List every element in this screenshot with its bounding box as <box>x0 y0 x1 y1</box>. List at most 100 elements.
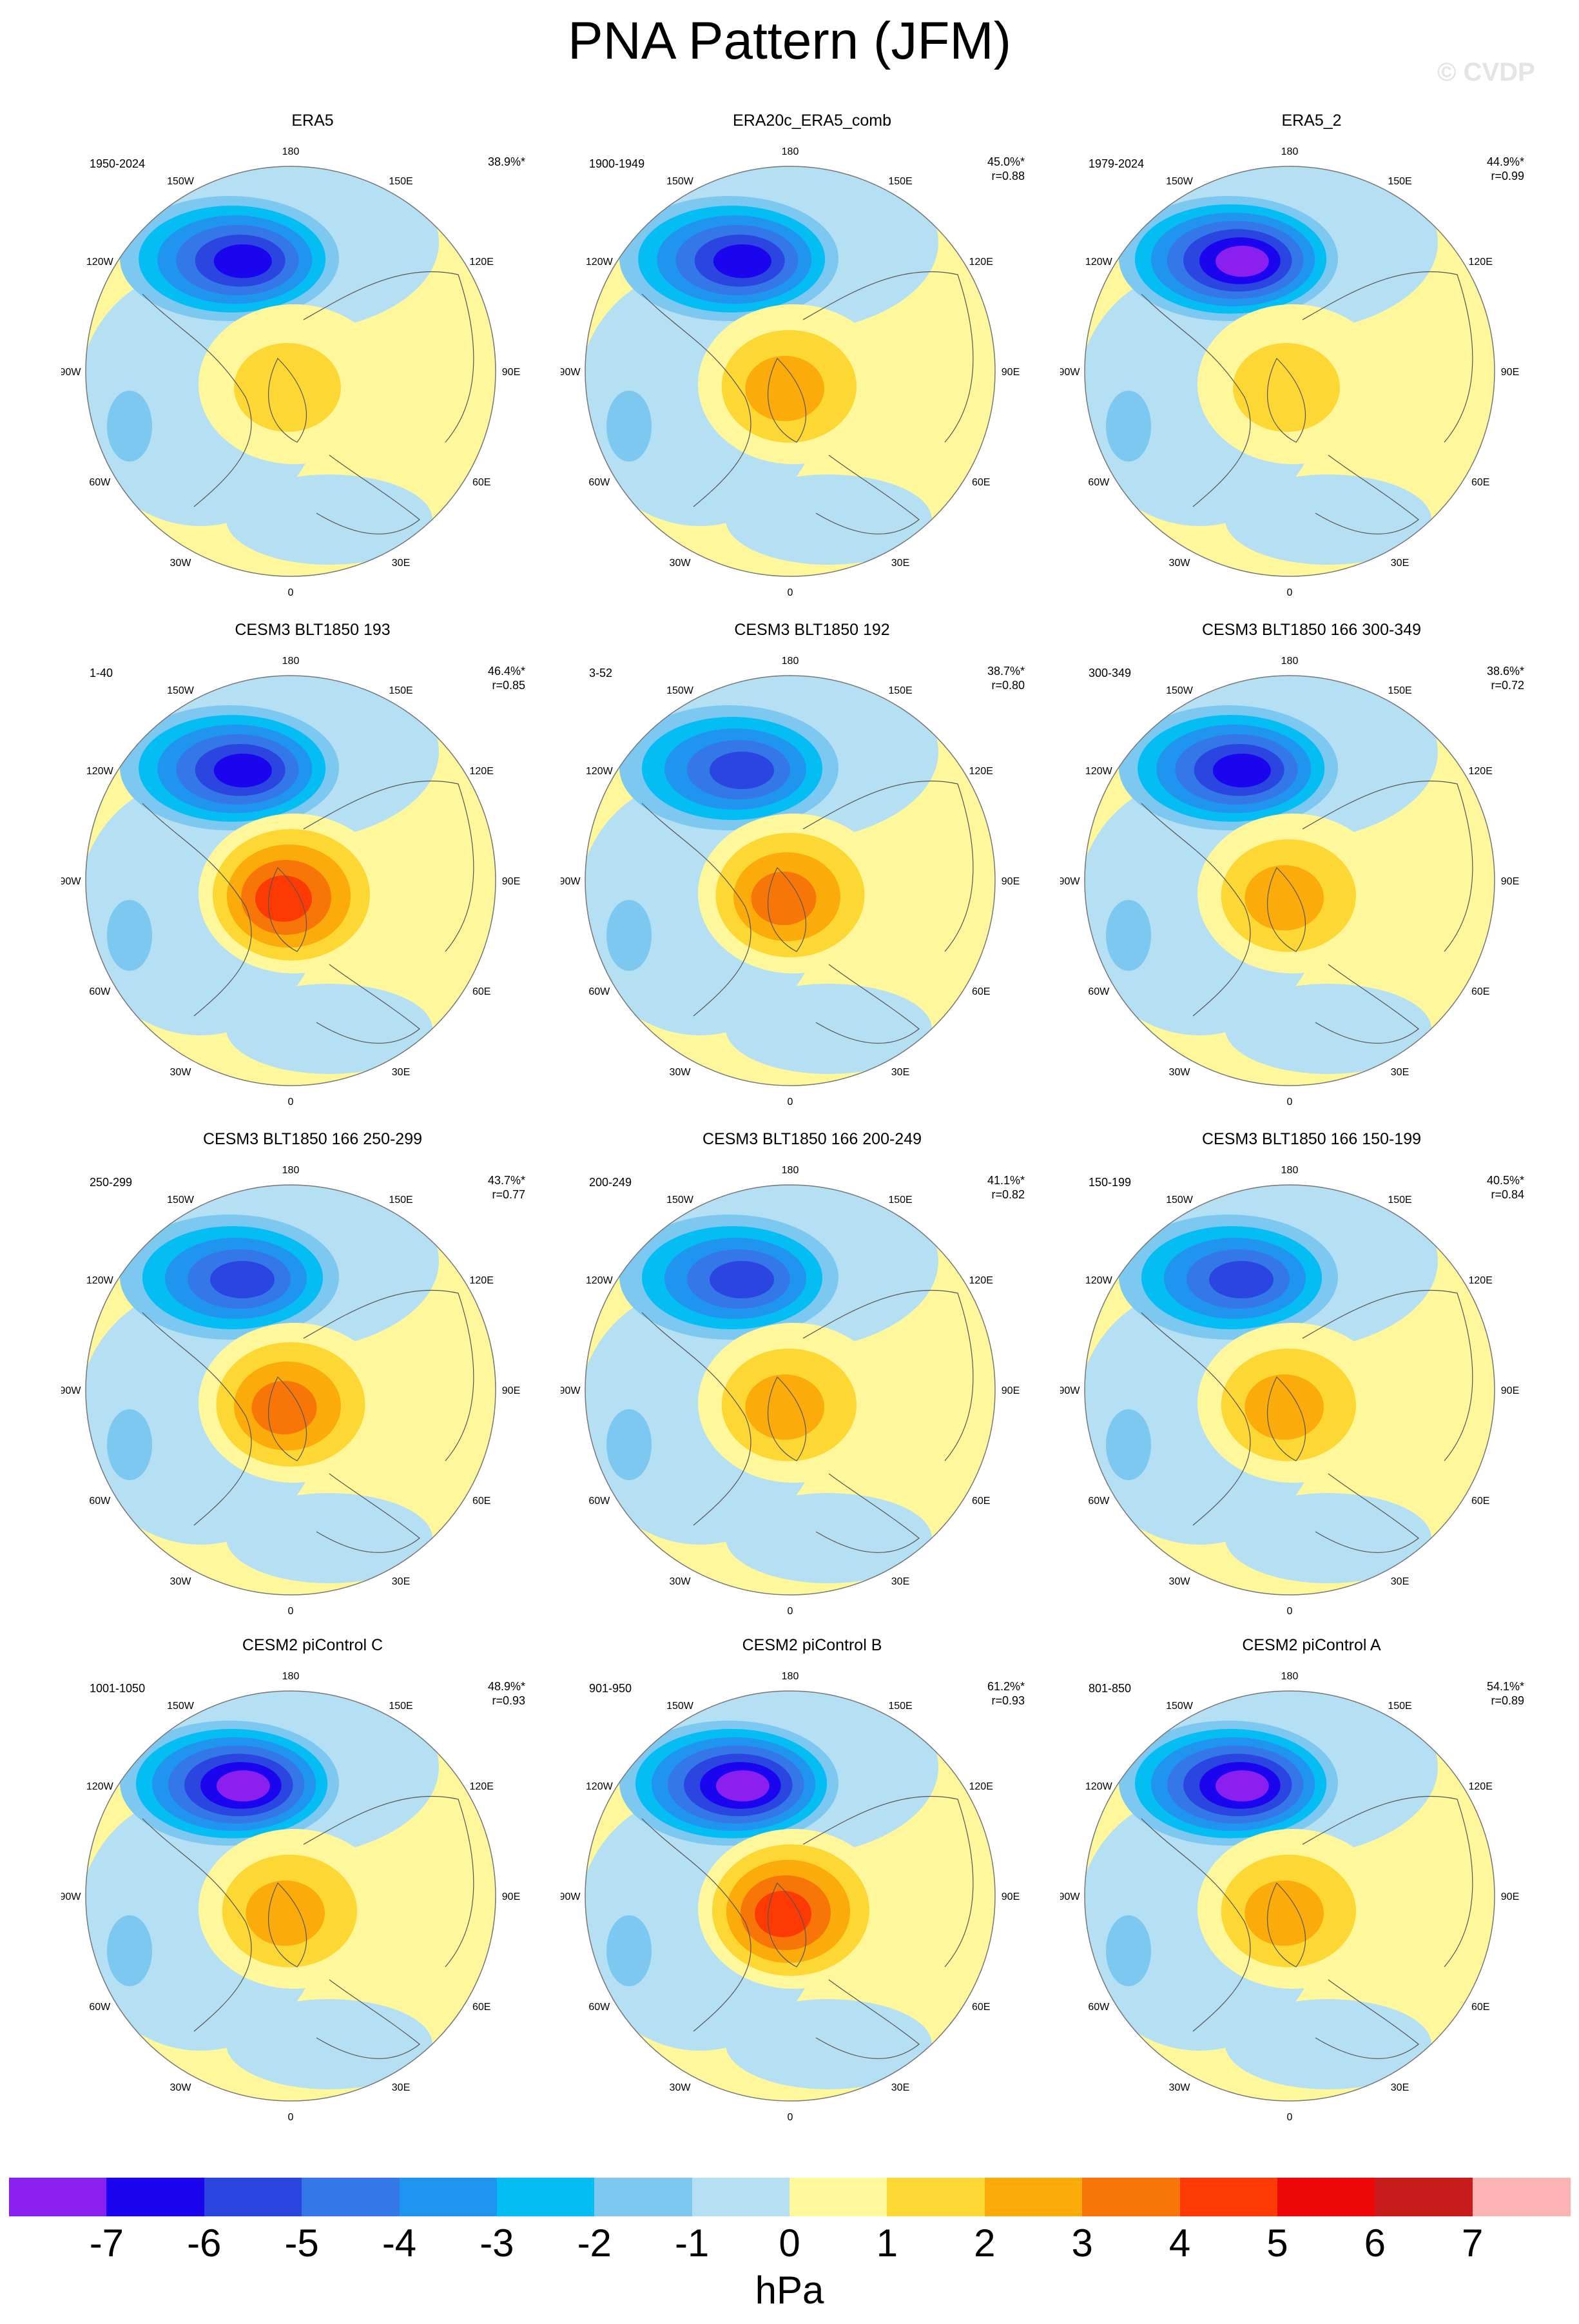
colorbar-swatch <box>887 2178 985 2216</box>
contour-minus1-europe <box>1225 984 1431 1074</box>
longitude-label: 90E <box>1501 876 1519 887</box>
watermark: © CVDP <box>1437 58 1535 86</box>
longitude-label: 180 <box>282 1671 300 1682</box>
longitude-label: 120W <box>586 257 614 268</box>
map-border <box>85 675 496 1086</box>
contour-low-level <box>710 1261 774 1298</box>
longitude-label: 90E <box>1002 367 1020 378</box>
panel-variance-pct: 41.1%* <box>987 1174 1025 1187</box>
polar-map: 180 150E 120E 90E 60E 30E 0 30W 60W 90W 120W 150W <box>61 146 520 598</box>
panel-correlation: r=0.84 <box>1491 1188 1524 1201</box>
panel-correlation: r=0.93 <box>991 1694 1025 1707</box>
longitude-label: 0 <box>788 587 793 598</box>
colorbar-tick-label: 6 <box>1364 2221 1386 2265</box>
panel-stats: 48.9%* r=0.93 <box>488 1679 525 1708</box>
longitude-label: 60E <box>972 986 990 997</box>
longitude-label: 60W <box>89 1496 111 1507</box>
colorbar-swatch <box>1277 2178 1375 2216</box>
longitude-label: 120W <box>1085 1781 1113 1792</box>
longitude-label: 90W <box>61 367 81 378</box>
longitude-label: 180 <box>782 656 799 667</box>
longitude-label: 30E <box>392 1576 410 1587</box>
panel-title: CESM3 BLT1850 193 <box>235 621 391 639</box>
colorbar-swatch <box>1082 2178 1180 2216</box>
map-border <box>1084 675 1495 1086</box>
longitude-label: 180 <box>282 1165 300 1176</box>
map-panel: 180 150E 120E 90E 60E 30E 0 30W 60W 90W 120W 150W CE… <box>1060 620 1563 1129</box>
panel-correlation: r=0.89 <box>1491 1694 1524 1707</box>
contour-high-level <box>1245 1880 1324 1946</box>
contour-low-atlantic <box>107 1409 152 1480</box>
colorbar-tick-label: -6 <box>187 2221 222 2265</box>
colorbar-tick-label: 5 <box>1266 2221 1288 2265</box>
contour-minus1-europe <box>726 1999 932 2089</box>
longitude-label: 120E <box>1469 766 1493 777</box>
longitude-label: 150E <box>888 176 912 187</box>
longitude-label: 0 <box>288 1097 294 1108</box>
colorbar-swatch <box>790 2178 887 2216</box>
map-border <box>85 1690 496 2102</box>
longitude-label: 120E <box>969 1275 993 1286</box>
colorbar <box>9 2178 1571 2216</box>
longitude-label: 150E <box>1388 1701 1411 1712</box>
coastline-europe <box>1315 1473 1419 1553</box>
contour-low-atlantic <box>107 391 152 462</box>
panel-correlation: r=0.72 <box>1491 679 1524 692</box>
coastline-europe <box>815 454 920 534</box>
panel-stats: 45.0%* r=0.88 <box>987 155 1025 183</box>
panel-title: ERA5 <box>291 112 334 130</box>
polar-map: 180 150E 120E 90E 60E 30E 0 30W 60W 90W 120W 150W <box>61 656 520 1108</box>
longitude-label: 90W <box>561 1891 581 1902</box>
colorbar-tick-label: -4 <box>382 2221 417 2265</box>
contour-low-level <box>1212 754 1271 788</box>
coastline-europe <box>815 964 920 1044</box>
longitude-label: 60W <box>588 477 610 488</box>
colorbar-swatch <box>1472 2178 1571 2216</box>
coastline-north-america <box>1141 293 1251 507</box>
panel-title: ERA20c_ERA5_comb <box>733 112 891 130</box>
longitude-label: 30E <box>891 1576 909 1587</box>
coastline-north-america <box>641 803 751 1017</box>
map-panel: 180 150E 120E 90E 60E 30E 0 30W 60W 90W 120W 150W CE… <box>61 620 564 1129</box>
polar-map: 180 150E 120E 90E 60E 30E 0 30W 60W 90W 120W 150W <box>561 1671 1020 2123</box>
polar-map: 180 150E 120E 90E 60E 30E 0 30W 60W 90W 120W 150W <box>561 656 1020 1108</box>
longitude-label: 120E <box>969 257 993 268</box>
panel-title: CESM3 BLT1850 166 250-299 <box>202 1130 423 1148</box>
longitude-label: 180 <box>282 146 300 157</box>
contour-high-level <box>751 872 817 925</box>
panel-period: 1001-1050 <box>90 1682 146 1695</box>
colorbar-swatch <box>302 2178 400 2216</box>
contour-low-atlantic <box>606 1915 652 1986</box>
panel-period: 200-249 <box>589 1176 632 1189</box>
contour-high-level <box>251 1381 317 1434</box>
colorbar-tick-label: 7 <box>1461 2221 1484 2265</box>
longitude-label: 90W <box>1060 1891 1080 1902</box>
polar-map: 180 150E 120E 90E 60E 30E 0 30W 60W 90W 120W 150W <box>61 1671 520 2123</box>
contour-minus1-europe <box>226 984 432 1074</box>
contour-high-level <box>246 1880 325 1946</box>
longitude-label: 30E <box>392 2082 410 2093</box>
map-panel: 180 150E 120E 90E 60E 30E 0 30W 60W 90W 120W 150W ER… <box>561 111 1063 620</box>
contour-minus1-europe <box>726 474 932 565</box>
longitude-label: 90E <box>502 1891 520 1902</box>
colorbar-tick-label: -7 <box>89 2221 124 2265</box>
colorbar-tick-label: -3 <box>480 2221 514 2265</box>
map-panel: 180 150E 120E 90E 60E 30E 0 30W 60W 90W 120W 150W CE… <box>561 1129 1063 1639</box>
contour-low-level <box>213 244 272 278</box>
panel-variance-pct: 38.7%* <box>987 665 1025 678</box>
longitude-label: 180 <box>1281 1671 1299 1682</box>
longitude-label: 150W <box>1166 685 1194 696</box>
coastline-europe <box>1315 1979 1419 2059</box>
longitude-label: 90E <box>502 367 520 378</box>
longitude-label: 30W <box>1169 2082 1191 2093</box>
contour-low-level <box>210 1261 275 1298</box>
coastline-greenland <box>768 1376 806 1461</box>
longitude-label: 0 <box>1287 587 1293 598</box>
contour-low-level <box>1216 1770 1269 1802</box>
longitude-label: 30E <box>1391 558 1409 569</box>
longitude-label: 30E <box>1391 1067 1409 1078</box>
longitude-label: 120W <box>586 1781 614 1792</box>
longitude-label: 120W <box>1085 257 1113 268</box>
panel-stats: 40.5%* r=0.84 <box>1487 1173 1524 1202</box>
longitude-label: 60W <box>89 2002 111 2013</box>
